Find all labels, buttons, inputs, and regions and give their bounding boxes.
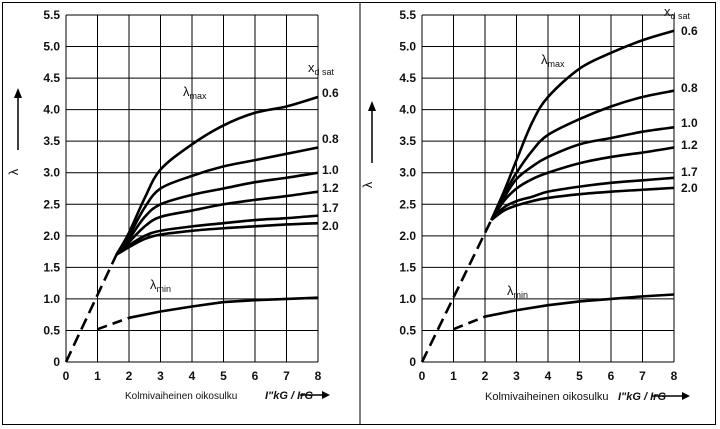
y-tick-label: 4.0	[399, 103, 416, 117]
series-line-0-8	[490, 89, 675, 221]
series-line-initial	[420, 219, 493, 363]
series-line-1-7	[490, 176, 675, 221]
x-tick-label: 4	[189, 369, 196, 383]
series-line-lambda-min-dashed	[453, 315, 486, 331]
x-axis-caption: Kolmivaiheinen oikosulku	[485, 391, 609, 403]
series-line-2-0	[115, 221, 319, 256]
y-tick-label: 1.0	[399, 292, 416, 306]
y-tick-label: 3.5	[43, 134, 60, 148]
x-axis-caption: Kolmivaiheinen oikosulku	[125, 391, 237, 402]
y-tick-label: 1.5	[399, 260, 416, 274]
x-tick-label: 5	[220, 369, 227, 383]
param-label: xd sat	[308, 60, 335, 77]
series-line-lambda-min	[128, 296, 319, 320]
series-line-0-6	[490, 29, 675, 221]
y-tick-label: 3.0	[399, 166, 416, 180]
y-tick-label: 4.5	[399, 71, 416, 85]
y-tick-label: 0.5	[399, 323, 416, 337]
x-axis-arrow-head	[682, 392, 690, 400]
y-axis-label: λ	[360, 181, 375, 188]
y-tick-label: 2.0	[399, 229, 416, 243]
y-tick-label: 2.5	[399, 197, 416, 211]
y-tick-label: 0.5	[43, 323, 60, 337]
series-label: 1.2	[681, 138, 698, 152]
y-tick-label: 2.5	[43, 197, 60, 211]
y-axis-arrow-head	[14, 88, 22, 98]
annotation-lambda-max: λmax	[183, 84, 207, 101]
y-tick-label: 3.5	[399, 134, 416, 148]
series-line-0-6	[115, 95, 319, 256]
x-tick-label: 7	[639, 369, 646, 383]
y-tick-label: 4.5	[43, 71, 60, 85]
series-line-0-8	[115, 146, 319, 256]
x-tick-label: 5	[576, 369, 583, 383]
series-line-1-2	[490, 146, 675, 221]
annotation-lambda-min: λmin	[507, 283, 528, 300]
x-tick-label: 8	[671, 369, 678, 383]
annotation-lambda-max: λmax	[541, 52, 565, 69]
series-line-initial	[64, 254, 118, 363]
series-line-lambda-min	[484, 293, 675, 318]
x-tick-label: 6	[608, 369, 615, 383]
series-line-lambda-min-dashed	[97, 316, 130, 331]
series-line-1-2	[115, 190, 319, 256]
series-line-1-0	[490, 126, 675, 221]
x-tick-label: 0	[419, 369, 426, 383]
x-tick-label: 3	[513, 369, 520, 383]
y-tick-label: 1.0	[43, 292, 60, 306]
series-label: 1.2	[322, 181, 339, 195]
series-label: 1.7	[322, 201, 339, 215]
y-tick-label: 5.5	[399, 8, 416, 22]
series-label: 0.8	[681, 81, 698, 95]
x-tick-label: 2	[482, 369, 489, 383]
x-tick-label: 7	[283, 369, 290, 383]
series-label: 1.0	[681, 116, 698, 130]
series-label: 2.0	[322, 219, 339, 233]
x-tick-label: 0	[63, 369, 70, 383]
y-tick-label: 0	[409, 355, 416, 369]
x-axis-ratio: I"kG / IrG	[265, 390, 313, 402]
y-tick-label: 4.0	[43, 103, 60, 117]
series-label: 1.7	[681, 165, 698, 179]
y-tick-label: 3.0	[43, 166, 60, 180]
y-tick-label: 5.0	[399, 40, 416, 54]
y-axis-label: λ	[6, 168, 21, 175]
y-axis-arrow-head	[368, 101, 376, 111]
y-tick-label: 2.0	[43, 229, 60, 243]
x-tick-label: 1	[450, 369, 457, 383]
x-axis-ratio: I"kG / IrG	[618, 391, 666, 403]
y-tick-label: 0	[53, 355, 60, 369]
series-label: 1.0	[322, 163, 339, 177]
series-line-2-0	[490, 186, 675, 222]
x-tick-label: 4	[545, 369, 552, 383]
series-line-1-0	[115, 171, 319, 256]
series-label: 0.6	[681, 24, 698, 38]
series-label: 2.0	[681, 181, 698, 195]
x-tick-label: 3	[157, 369, 164, 383]
x-tick-label: 1	[94, 369, 101, 383]
y-tick-label: 5.5	[43, 8, 60, 22]
series-line-1-7	[115, 214, 319, 256]
series-label: 0.6	[322, 86, 339, 100]
y-tick-label: 5.0	[43, 40, 60, 54]
y-tick-label: 1.5	[43, 260, 60, 274]
x-tick-label: 8	[315, 369, 322, 383]
param-label: xd sat	[664, 4, 691, 21]
x-tick-label: 6	[252, 369, 259, 383]
x-tick-label: 2	[126, 369, 133, 383]
x-axis-arrow-head	[322, 391, 330, 399]
series-label: 0.8	[322, 132, 339, 146]
figure-frame	[2, 2, 716, 425]
